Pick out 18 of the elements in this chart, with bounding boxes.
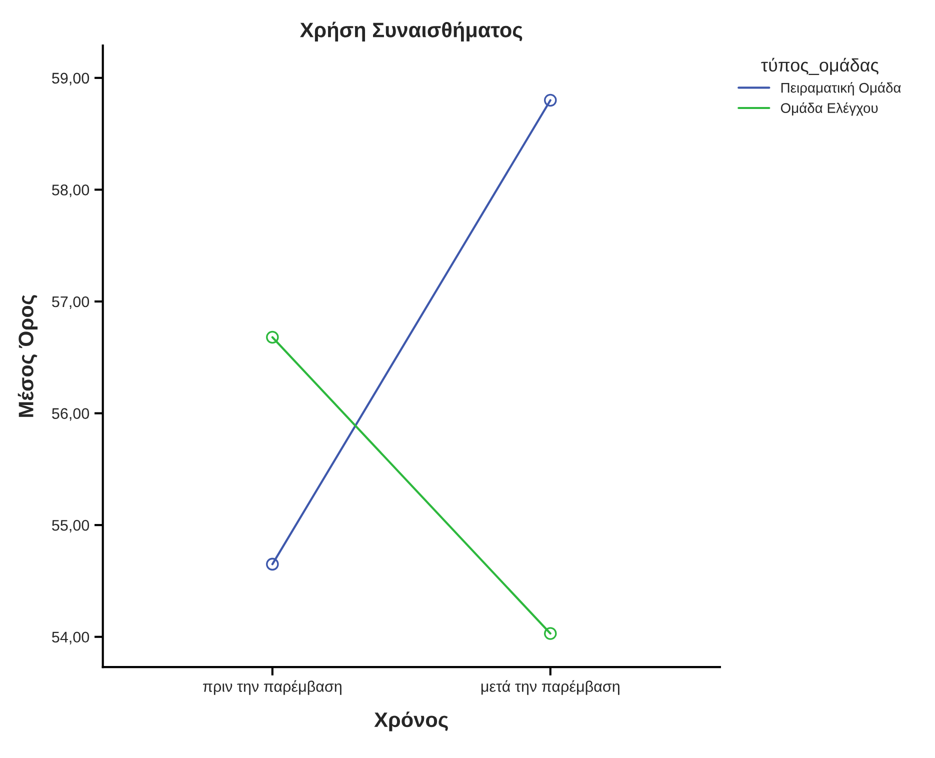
x-tick-label: μετά την παρέμβαση — [481, 680, 620, 695]
point — [544, 94, 557, 107]
y-tick-label: 58,00 — [52, 184, 90, 198]
x-axis-title: Χρόνος — [374, 712, 448, 732]
point — [266, 330, 279, 344]
chart-title: Χρήση Συναισθήματος — [300, 22, 522, 42]
y-tick-label: 56,00 — [52, 408, 90, 421]
legend-label: Πειραματική Ομάδα — [781, 82, 901, 96]
y-tick-label: 55,00 — [52, 520, 90, 533]
legend-title: τύπος_ομάδας — [761, 58, 878, 76]
y-tick-label: 54,00 — [52, 632, 90, 644]
point — [266, 558, 279, 571]
y-tick-label: 57,00 — [52, 296, 90, 309]
x-tick-label: πριν την παρέμβαση — [203, 680, 342, 695]
point — [544, 627, 557, 640]
legend-label: Ομάδα Ελέγχου — [780, 102, 878, 116]
y-tick-label: 59,00 — [52, 72, 90, 86]
y-axis-title: Μέσος Όρος — [18, 295, 38, 417]
